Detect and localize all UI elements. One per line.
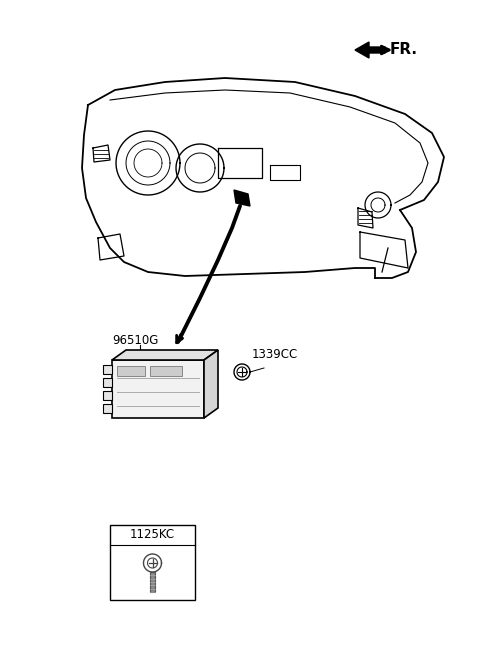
Text: FR.: FR. xyxy=(390,43,418,58)
Bar xyxy=(150,366,182,376)
Text: 1125KC: 1125KC xyxy=(130,529,175,541)
Polygon shape xyxy=(112,350,218,360)
Bar xyxy=(112,360,204,418)
Polygon shape xyxy=(234,190,250,206)
Polygon shape xyxy=(355,42,385,58)
Bar xyxy=(103,391,112,400)
Bar xyxy=(103,365,112,374)
Bar xyxy=(117,366,145,376)
Bar xyxy=(110,525,195,600)
Polygon shape xyxy=(204,350,218,418)
Bar xyxy=(103,404,112,413)
Text: 1339CC: 1339CC xyxy=(252,348,298,361)
Text: 96510G: 96510G xyxy=(112,333,158,346)
Bar xyxy=(150,572,155,592)
Bar xyxy=(103,378,112,387)
